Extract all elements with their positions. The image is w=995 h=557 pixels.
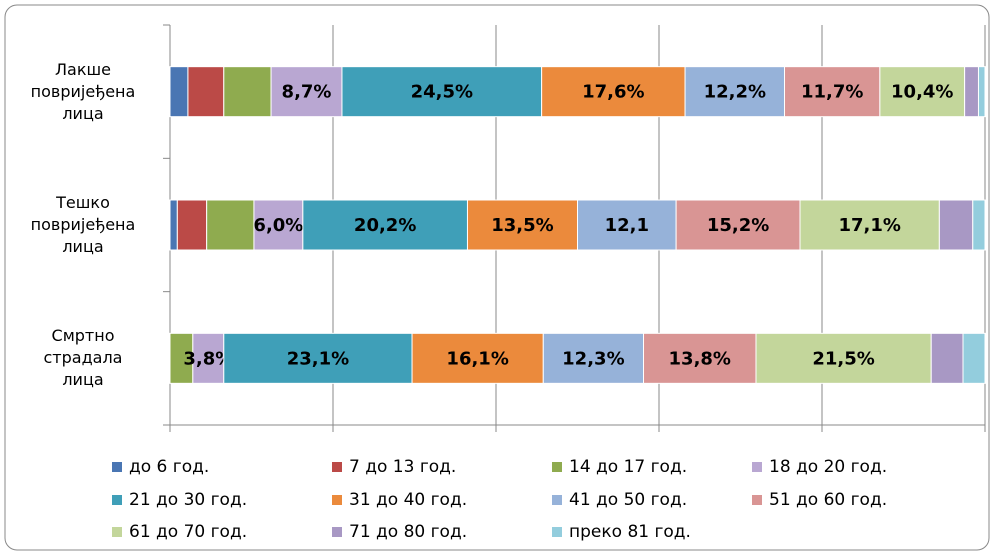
legend-marker xyxy=(552,495,562,505)
bar-segment xyxy=(192,332,225,384)
data-label: 13,5% xyxy=(491,215,553,236)
bar-segment xyxy=(169,66,189,118)
bar-segment xyxy=(466,199,579,251)
data-label: 12,1 xyxy=(605,215,649,236)
legend-marker xyxy=(112,495,122,505)
bar-segment xyxy=(938,199,974,251)
bar-segment xyxy=(977,66,986,118)
bar-segment xyxy=(755,332,932,384)
legend-marker xyxy=(332,462,342,472)
data-label: 23,1% xyxy=(287,348,349,369)
legend-label: 61 до 70 год. xyxy=(129,522,247,542)
legend-label: 21 до 30 год. xyxy=(129,490,247,510)
bar-segment xyxy=(879,66,966,118)
bar-segment xyxy=(542,332,645,384)
data-label: 12,2% xyxy=(704,82,766,103)
legend-label: 31 до 40 год. xyxy=(349,490,467,510)
legend-marker xyxy=(332,495,342,505)
bar-segment xyxy=(799,199,940,251)
data-label: 11,7% xyxy=(801,82,863,103)
bar-segment xyxy=(223,332,413,384)
y-tick-label: Тешко повријеђена лица xyxy=(30,193,136,256)
legend-marker xyxy=(112,527,122,537)
data-label: 16,1% xyxy=(446,348,508,369)
legend-label: до 6 год. xyxy=(129,457,209,477)
bar-segment xyxy=(411,332,544,384)
chart-border xyxy=(4,4,990,551)
legend-marker xyxy=(112,462,122,472)
legend-marker xyxy=(552,527,562,537)
legend-label: 18 до 20 год. xyxy=(769,457,887,477)
bar-segment xyxy=(643,332,757,384)
legend-marker xyxy=(332,527,342,537)
bar-segment xyxy=(964,66,979,118)
data-label: 24,5% xyxy=(411,82,473,103)
data-label: 12,3% xyxy=(562,348,624,369)
data-label: 8,7% xyxy=(282,82,332,103)
data-label: 13,8% xyxy=(669,348,731,369)
legend-label: преко 81 год. xyxy=(569,522,691,542)
data-label: 17,6% xyxy=(582,82,644,103)
legend-marker xyxy=(552,462,562,472)
y-tick-label: Лакше повријеђена лица xyxy=(30,59,136,123)
bar-segment xyxy=(270,66,343,118)
legend-marker xyxy=(752,495,762,505)
bar-segment xyxy=(930,332,964,384)
bar-segment xyxy=(187,66,225,118)
legend-label: 41 до 50 год. xyxy=(569,490,687,510)
legend-label: 51 до 60 год. xyxy=(769,490,887,510)
bar-segment xyxy=(962,332,986,384)
bar-segment xyxy=(341,66,543,118)
data-label: 10,4% xyxy=(891,82,953,103)
bar-segment xyxy=(169,199,178,251)
bar-segment xyxy=(302,199,468,251)
bar-segment xyxy=(577,199,677,251)
bar-segment xyxy=(972,199,986,251)
legend-label: 7 до 13 год. xyxy=(349,457,456,477)
legend-label: 14 до 17 год. xyxy=(569,457,687,477)
data-label: 20,2% xyxy=(354,215,416,236)
legend-marker xyxy=(752,462,762,472)
bar-segment xyxy=(176,199,208,251)
data-label: 21,5% xyxy=(812,348,874,369)
data-label: 15,2% xyxy=(707,215,769,236)
data-label: 17,1% xyxy=(838,215,900,236)
bar-segment xyxy=(206,199,255,251)
bar-segment xyxy=(223,66,272,118)
y-tick-label: Смртно страдала лица xyxy=(43,326,123,390)
data-label: 6,0% xyxy=(253,215,303,236)
legend-label: 71 до 80 год. xyxy=(349,522,467,542)
bar-segment xyxy=(541,66,686,118)
bar-segment xyxy=(675,199,801,251)
data-label: 3,8% xyxy=(183,348,233,369)
